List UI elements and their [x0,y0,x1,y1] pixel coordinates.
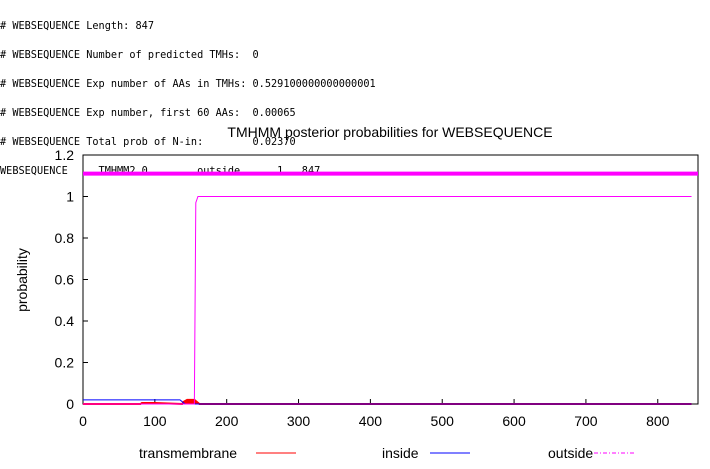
x-tick-label: 0 [79,413,87,429]
summary-line: # WEBSEQUENCE Exp number of AAs in TMHs:… [0,76,376,90]
plot-frame [82,154,699,405]
y-tick-label: 1 [66,189,74,205]
summary-line: # WEBSEQUENCE Length: 847 [0,18,154,32]
legend-label-transmembrane: transmembrane [139,445,237,461]
summary-line: # WEBSEQUENCE Exp number, first 60 AAs: … [0,105,296,119]
series-transmembrane [83,398,692,406]
x-tick-label: 800 [646,413,670,429]
x-tick-label: 200 [215,413,239,429]
x-tick-label: 100 [143,413,167,429]
legend-label-inside: inside [382,445,419,461]
y-tick-label: 0.8 [55,230,75,246]
tmhmm-summary: # WEBSEQUENCE Length: 847 # WEBSEQUENCE … [0,4,376,193]
x-tick-label: 500 [431,413,455,429]
y-tick-label: 0.6 [55,272,75,288]
series-inside [83,399,692,405]
summary-line: # WEBSEQUENCE Number of predicted TMHs: … [0,47,259,61]
x-tick-label: 700 [574,413,598,429]
y-axis-label: probability [14,248,30,312]
legend-label-outside: outside [548,445,593,461]
y-tick-label: 0 [66,396,74,412]
x-tick-label: 300 [287,413,311,429]
chart-title: TMHMM posterior probabilities for WEBSEQ… [227,124,552,140]
series-outside [83,196,692,405]
x-tick-label: 600 [502,413,526,429]
y-tick-label: 0.4 [55,313,75,329]
x-tick-label: 400 [359,413,383,429]
y-tick-label: 1.2 [55,147,75,163]
summary-line: # WEBSEQUENCE Total prob of N-in: 0.0237… [0,134,296,148]
y-tick-label: 0.2 [55,355,75,371]
